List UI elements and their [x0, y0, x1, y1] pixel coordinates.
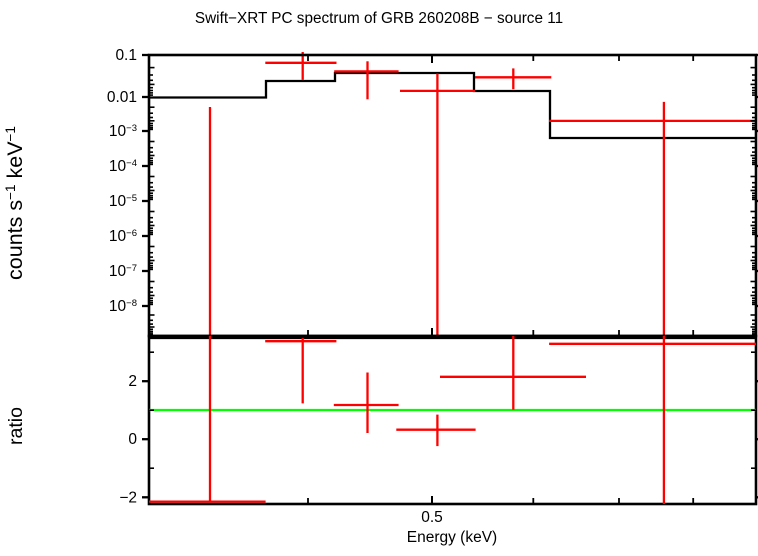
svg-text:Swift−XRT PC spectrum of GRB 2: Swift−XRT PC spectrum of GRB 260208B − s…: [195, 10, 563, 27]
svg-text:0: 0: [128, 431, 137, 448]
svg-text:−2: −2: [119, 489, 137, 506]
svg-text:0.01: 0.01: [107, 89, 137, 106]
svg-text:2: 2: [128, 373, 137, 390]
svg-text:0.5: 0.5: [421, 509, 443, 526]
svg-text:ratio: ratio: [5, 407, 27, 445]
svg-text:counts s−1 keV−1: counts s−1 keV−1: [3, 126, 28, 280]
svg-text:0.1: 0.1: [115, 47, 137, 64]
svg-text:Energy (keV): Energy (keV): [407, 529, 497, 546]
